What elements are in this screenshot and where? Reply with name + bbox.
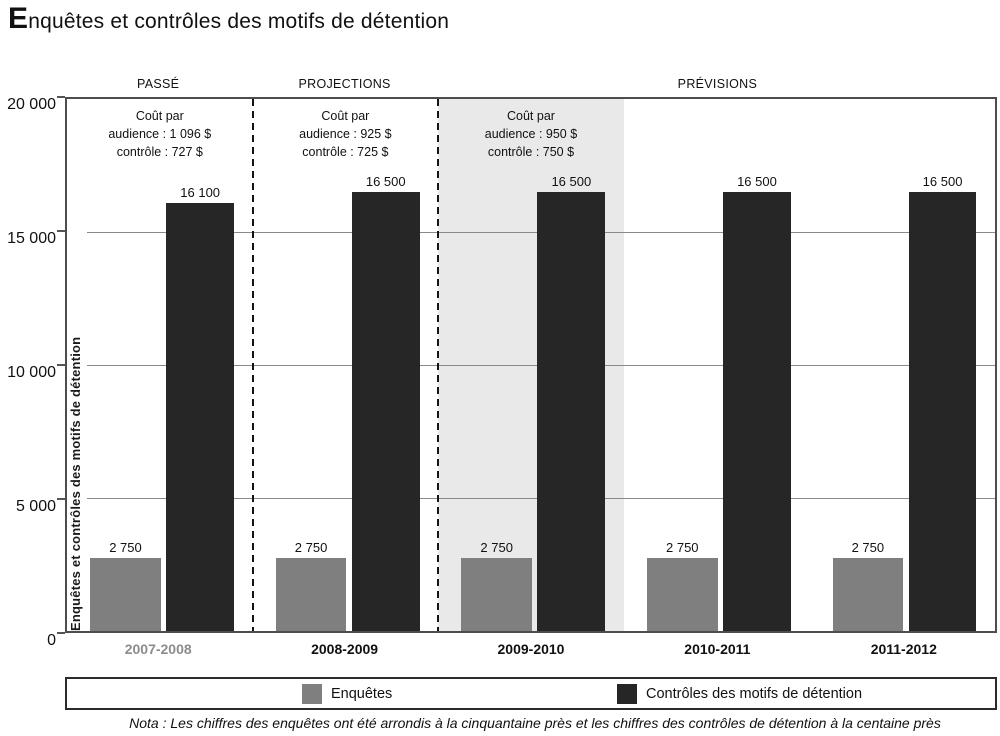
y-tick-label: 0 xyxy=(47,632,56,649)
cost-annotation-line: contrôle : 750 $ xyxy=(487,144,575,159)
x-axis-label-2009-2010: 2009-2010 xyxy=(497,641,565,657)
plot-area: Enquêtes et contrôles des motifs de déte… xyxy=(65,97,997,633)
controles-bar xyxy=(351,192,420,631)
legend-label: Contrôles des motifs de détention xyxy=(646,685,863,702)
cost-annotation-line: audience : 1 096 $ xyxy=(108,126,212,141)
bar-group-2008-2009: 2 750 16 500 Coût par audience : 925 $ contr… xyxy=(253,99,439,631)
title-rest: nquêtes et contrôles des motifs de déten… xyxy=(28,10,450,33)
cost-annotation-line: Coût par xyxy=(507,109,555,123)
cost-annotation-line: contrôle : 727 $ xyxy=(116,144,203,159)
cost-annotation: Coût par audience : 1 096 $ contrôle : 727… xyxy=(67,108,253,161)
enquetes-bar xyxy=(832,557,904,631)
section-headers: PASSÉ PROJECTIONS PRÉVISIONS xyxy=(0,77,1000,93)
x-axis-label-2010-2011: 2010-2011 xyxy=(684,641,751,657)
bar-value-label: 2 750 xyxy=(109,539,142,555)
page-title: Enquêtes et contrôles des motifs de déte… xyxy=(8,4,449,34)
legend-item-2: Contrôles des motifs de détention xyxy=(617,679,862,708)
cost-annotation: Coût par audience : 950 $ contrôle : 750 $ xyxy=(438,108,624,161)
section-label-1: PASSÉ xyxy=(137,77,180,91)
bar-value-label: 16 500 xyxy=(922,174,963,190)
y-tick-mark xyxy=(57,96,65,98)
controles-bar xyxy=(908,192,977,631)
y-axis-tick-labels: 20 000 15 000 10 000 5 000 0 xyxy=(0,96,56,649)
bar-group-2007-2008: 2 750 16 100 Coût par audience : 1 096 $ con… xyxy=(67,99,253,631)
cost-annotation: Coût par audience : 925 $ contrôle : 725 $ xyxy=(253,108,439,161)
legend: Enquêtes Contrôles des motifs de détentio… xyxy=(65,677,997,710)
bar-value-label: 2 750 xyxy=(666,539,699,555)
enquetes-bar xyxy=(461,557,532,631)
y-tick-label: 10 000 xyxy=(7,364,56,381)
y-tick-mark xyxy=(57,364,65,366)
section-divider-dashed-line xyxy=(251,99,254,631)
bar-value-label: 16 500 xyxy=(551,174,592,190)
y-tick-label: 15 000 xyxy=(7,230,56,247)
cost-annotation-line: Coût par xyxy=(321,109,370,123)
enquetes-bar xyxy=(275,557,347,631)
section-label-2: PROJECTIONS xyxy=(298,77,391,91)
bar-value-label: 2 750 xyxy=(480,539,513,555)
y-tick-mark xyxy=(57,632,65,634)
y-tick-mark xyxy=(57,498,65,500)
legend-swatch-2 xyxy=(617,683,637,704)
legend-item-1: Enquêtes xyxy=(302,679,392,708)
footnote: Nota : Les chiffres des enquêtes ont été… xyxy=(129,715,941,731)
section-divider-dashed-line xyxy=(437,99,440,631)
legend-label: Enquêtes xyxy=(331,685,393,702)
controles-bar xyxy=(723,192,791,631)
controles-bar xyxy=(166,202,235,631)
cost-annotation-line: Coût par xyxy=(135,109,184,123)
enquetes-bar xyxy=(646,557,718,631)
cost-annotation-line: audience : 925 $ xyxy=(299,126,392,141)
y-tick-mark xyxy=(57,230,65,232)
x-axis-label-2011-2012: 2011-2012 xyxy=(870,641,937,657)
x-axis-label-2008-2009: 2008-2009 xyxy=(311,641,379,657)
y-axis-tick-marks xyxy=(57,96,65,634)
x-axis-label-2007-2008: 2007-2008 xyxy=(124,641,192,657)
y-tick-label: 5 000 xyxy=(15,498,56,515)
cost-annotation-line: audience : 950 $ xyxy=(484,126,578,141)
bar-value-label: 2 750 xyxy=(851,539,885,555)
title-first-letter: E xyxy=(8,2,29,35)
bar-group-2009-2010: 2 750 16 500 Coût par audience : 950 $ contr… xyxy=(438,99,624,631)
y-tick-label: 20 000 xyxy=(7,96,56,113)
bar-value-label: 2 750 xyxy=(294,539,328,555)
bar-group-2010-2011: 2 750 16 500 xyxy=(624,99,810,631)
enquetes-bar xyxy=(90,557,161,631)
bar-value-label: 16 500 xyxy=(737,174,777,190)
bar-value-label: 16 100 xyxy=(180,184,221,200)
x-axis-labels: 2007-2008 2008-2009 2009-2010 2010-2011 2011… xyxy=(65,641,997,659)
cost-annotation-line: contrôle : 725 $ xyxy=(302,144,389,159)
bar-group-2011-2012: 2 750 16 500 xyxy=(809,99,995,631)
legend-swatch-1 xyxy=(302,683,322,704)
section-label-3: PRÉVISIONS xyxy=(677,77,758,91)
controles-bar xyxy=(537,192,606,631)
bar-value-label: 16 500 xyxy=(365,174,406,190)
